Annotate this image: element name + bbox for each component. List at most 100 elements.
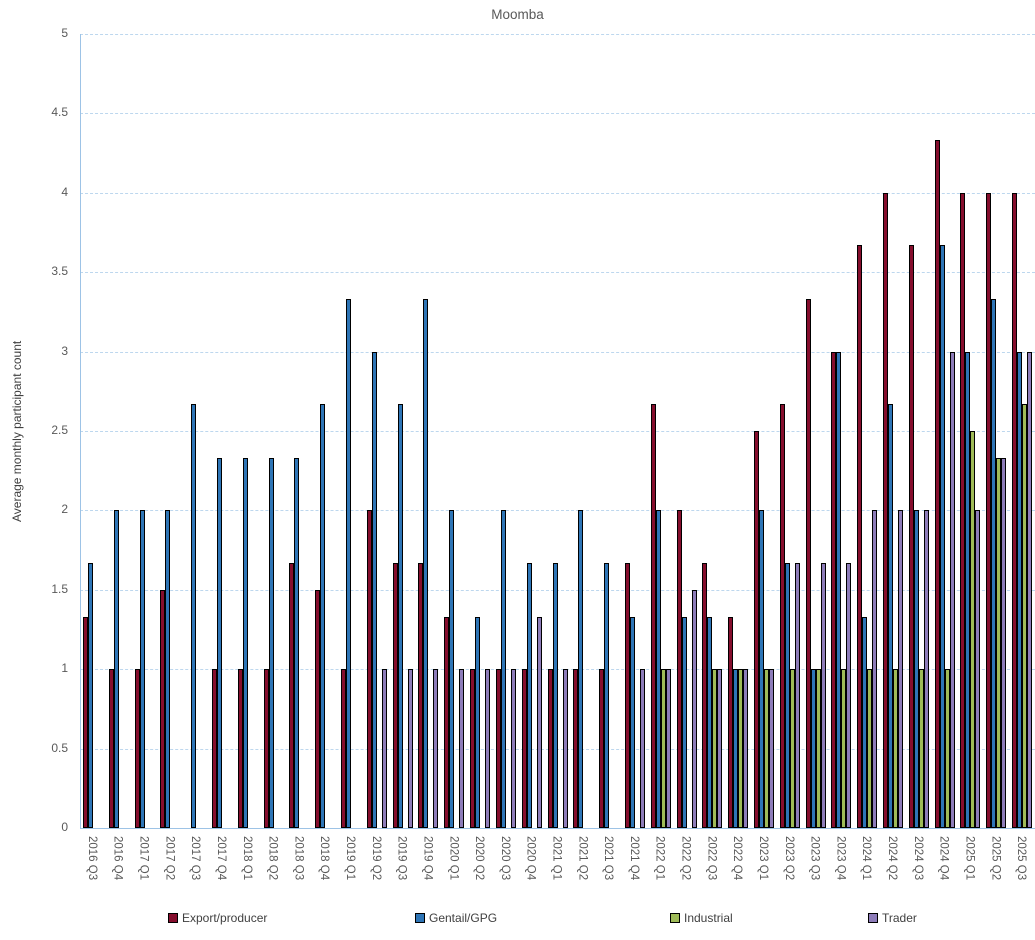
bar-gentail-gpg: [139, 510, 145, 828]
y-tick-label: 3: [61, 343, 68, 358]
bar-industrial: [918, 669, 924, 828]
bar-trader: [433, 669, 439, 828]
x-tick-label: 2022 Q1: [653, 836, 666, 881]
bar-trader: [1027, 351, 1033, 828]
gridline: [80, 748, 1035, 750]
bar-export-producer: [341, 669, 346, 828]
x-axis-line: [80, 828, 1035, 829]
x-tick-label: 2021 Q1: [550, 836, 563, 881]
bar-trader: [510, 669, 516, 828]
bar-export-producer: [315, 589, 321, 828]
bar-trader: [820, 562, 826, 828]
bar-industrial: [944, 669, 950, 828]
x-tick-label: 2016 Q4: [111, 836, 124, 881]
bar-gentail-gpg: [346, 299, 351, 828]
bar-gentail-gpg: [965, 351, 971, 828]
bar-trader: [665, 669, 671, 828]
x-tick-label: 2017 Q3: [189, 836, 202, 881]
x-tick-label: 2024 Q3: [911, 836, 924, 881]
bar-gentail-gpg: [810, 669, 816, 828]
x-tick-label: 2021 Q4: [627, 836, 640, 881]
legend-swatch-industrial: [670, 913, 680, 923]
bar-export-producer: [160, 589, 166, 828]
bar-gentail-gpg: [423, 299, 429, 828]
bar-export-producer: [934, 140, 940, 828]
x-tick-label: 2017 Q4: [214, 836, 227, 881]
bar-gentail-gpg: [913, 510, 919, 828]
bar-gentail-gpg: [862, 616, 868, 828]
bar-export-producer: [831, 351, 837, 828]
bar-export-producer: [211, 669, 217, 828]
x-tick-label: 2024 Q4: [937, 836, 950, 881]
bar-industrial: [996, 457, 1002, 828]
bar-industrial: [867, 669, 873, 828]
bar-gentail-gpg: [784, 562, 790, 828]
bar-gentail-gpg: [578, 510, 584, 828]
bar-export-producer: [857, 245, 863, 828]
bar-export-producer: [1012, 192, 1018, 828]
legend-swatch-gentail-gpg: [415, 913, 425, 923]
bar-trader: [923, 510, 929, 828]
bar-gentail-gpg: [87, 562, 93, 828]
gridline: [80, 272, 1035, 274]
x-tick-label: 2023 Q1: [756, 836, 769, 881]
bar-gentail-gpg: [242, 457, 248, 828]
bar-gentail-gpg: [758, 510, 764, 828]
bar-gentail-gpg: [707, 616, 713, 828]
bar-trader: [975, 510, 981, 828]
legend-item-trader: Trader: [868, 911, 917, 925]
bar-export-producer: [134, 669, 140, 828]
x-tick-label: 2018 Q1: [240, 836, 253, 881]
x-tick-label: 2018 Q2: [266, 836, 279, 881]
x-tick-label: 2021 Q3: [602, 836, 615, 881]
bar-gentail-gpg: [629, 616, 635, 828]
bar-export-producer: [108, 669, 114, 828]
x-tick-label: 2019 Q3: [395, 836, 408, 881]
x-tick-label: 2025 Q1: [963, 836, 976, 881]
bar-gentail-gpg: [1017, 351, 1023, 828]
bar-export-producer: [470, 669, 476, 828]
bar-export-producer: [366, 510, 372, 828]
bar-export-producer: [960, 192, 966, 828]
bar-gentail-gpg: [681, 616, 687, 828]
bar-industrial: [815, 669, 821, 828]
bar-gentail-gpg: [733, 669, 739, 828]
y-tick-label: 1: [61, 661, 68, 676]
bar-industrial: [660, 669, 666, 828]
gridline: [80, 192, 1035, 194]
bar-industrial: [1022, 404, 1028, 828]
y-tick-label: 4.5: [51, 105, 68, 120]
x-tick-label: 2022 Q4: [731, 836, 744, 881]
bar-export-producer: [444, 616, 450, 828]
bar-industrial: [893, 669, 899, 828]
bar-trader: [846, 562, 852, 828]
legend-label: Export/producer: [182, 911, 268, 925]
gridline: [80, 34, 1035, 35]
bar-export-producer: [883, 192, 889, 828]
bar-trader: [872, 510, 878, 828]
x-tick-label: 2020 Q3: [498, 836, 511, 881]
bar-export-producer: [82, 616, 88, 828]
bar-industrial: [763, 669, 769, 828]
bar-gentail-gpg: [475, 616, 481, 828]
gridline: [80, 113, 1035, 115]
x-tick-label: 2018 Q4: [318, 836, 331, 881]
bar-export-producer: [728, 616, 734, 828]
bar-export-producer: [624, 562, 630, 828]
bar-export-producer: [263, 669, 269, 828]
bar-gentail-gpg: [888, 404, 894, 828]
bar-gentail-gpg: [113, 510, 119, 828]
bar-export-producer: [289, 562, 295, 828]
x-tick-label: 2022 Q2: [679, 836, 692, 881]
chart-title: Moomba: [491, 7, 544, 22]
x-tick-label: 2019 Q4: [421, 836, 434, 881]
bar-export-producer: [805, 299, 811, 828]
legend-item-industrial: Industrial: [670, 911, 733, 925]
legend-item-gentail-gpg: Gentail/GPG: [415, 911, 497, 925]
x-tick-label: 2017 Q2: [163, 836, 176, 881]
x-tick-label: 2025 Q2: [989, 836, 1002, 881]
bar-industrial: [841, 669, 847, 828]
gridline: [80, 589, 1035, 591]
x-tick-label: 2022 Q3: [705, 836, 718, 881]
bar-export-producer: [521, 669, 527, 828]
